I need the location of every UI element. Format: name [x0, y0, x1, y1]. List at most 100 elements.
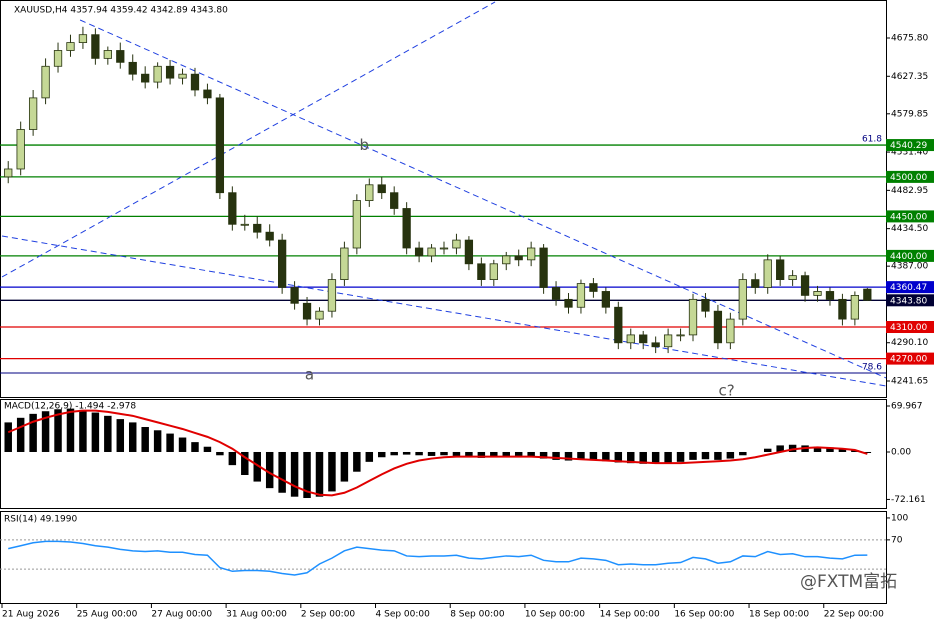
level-tag — [886, 294, 934, 307]
candle-body — [41, 65, 50, 99]
candle-body — [663, 334, 673, 348]
x-tick-label: 2 Sep 00:00 — [301, 610, 356, 620]
level-tag — [886, 139, 934, 152]
level-tag — [886, 321, 934, 334]
candle-body — [352, 200, 361, 249]
macd-bar — [54, 409, 62, 452]
macd-bar — [664, 451, 672, 464]
y-tick-label: 100 — [891, 513, 908, 523]
candle-body — [203, 89, 212, 99]
macd-bar — [378, 451, 386, 458]
macd-bar — [16, 417, 25, 452]
candle-body — [551, 287, 561, 300]
candle-body — [78, 34, 88, 43]
level-tag — [886, 249, 934, 262]
x-tick-label: 10 Sep 00:00 — [525, 610, 585, 620]
candle-body — [651, 342, 660, 348]
candle-body — [365, 184, 374, 201]
candle-body — [327, 279, 337, 312]
macd-bar — [490, 451, 498, 458]
candle-body — [290, 287, 299, 304]
candle-body — [315, 310, 324, 320]
candle-body — [688, 298, 698, 336]
candle-body — [676, 334, 685, 337]
macd-bar — [4, 422, 12, 452]
candle-body — [626, 334, 635, 344]
macd-bar — [514, 451, 523, 456]
macd-bar — [104, 415, 112, 452]
candle-body — [153, 65, 162, 83]
candle-body — [614, 306, 623, 344]
macd-bar — [813, 446, 822, 452]
macd-bar — [66, 408, 75, 452]
macd-bar — [440, 451, 448, 456]
y-tick-label: 4531.40 — [891, 148, 928, 158]
candle-body — [278, 239, 287, 288]
candle-body — [477, 263, 486, 280]
y-tick-label: 4482.95 — [891, 186, 928, 196]
candle-body — [726, 318, 735, 344]
macd-bar — [589, 451, 598, 461]
macd-bar — [353, 451, 361, 472]
macd-bar — [365, 451, 374, 462]
y-tick-label: 4290.10 — [891, 338, 928, 348]
candle-body — [527, 247, 536, 261]
candle-body — [402, 208, 411, 249]
macd-bar — [577, 451, 585, 460]
wave-label: a — [305, 366, 314, 384]
candle-body — [713, 310, 723, 344]
candle-body — [751, 279, 760, 288]
macd-bar — [178, 437, 187, 452]
chart-title: XAUUSD,H4 4357.94 4359.42 4342.89 4343.8… — [14, 6, 228, 16]
macd-bar — [714, 451, 722, 460]
candle-body — [800, 275, 810, 296]
macd-bar — [253, 451, 261, 482]
candle-body — [4, 168, 13, 178]
macd-bar — [564, 451, 573, 461]
macd-bar — [290, 451, 299, 497]
candle-body — [390, 192, 399, 209]
x-tick-label: 16 Sep 00:00 — [674, 610, 734, 620]
candle-body — [128, 61, 137, 75]
macd-bar — [328, 451, 336, 492]
x-tick-label: 8 Sep 00:00 — [450, 610, 505, 620]
y-tick-label: 70 — [891, 535, 903, 545]
candle-body — [502, 255, 511, 265]
macd-bar — [527, 451, 535, 458]
candle-body — [340, 247, 349, 280]
candle-body — [28, 97, 38, 130]
candle-body — [850, 294, 860, 320]
fib-label: 61.8 — [862, 135, 882, 145]
y-tick-label: 4675.80 — [891, 34, 928, 44]
candle-body — [228, 192, 237, 225]
macd-bar — [776, 445, 784, 452]
macd-bar — [278, 451, 286, 493]
candle-body — [165, 65, 175, 79]
candle-body — [240, 223, 249, 226]
macd-bar — [739, 451, 747, 456]
y-tick-label: 4627.35 — [891, 72, 928, 82]
candle-body — [539, 247, 548, 288]
candle-body — [302, 302, 312, 320]
candle-body — [414, 247, 424, 257]
candle-body — [576, 283, 586, 308]
macd-bar — [639, 451, 647, 464]
candle-body — [190, 73, 200, 91]
y-tick-label: 4387.00 — [891, 262, 928, 272]
macd-bar — [153, 430, 162, 452]
candle-body — [489, 263, 498, 280]
level-label: 4450.00 — [890, 212, 927, 222]
macd-bar — [141, 427, 149, 452]
candle-body — [514, 255, 523, 261]
macd-bar — [627, 451, 635, 464]
macd-bar — [465, 451, 473, 458]
macd-signal — [7, 409, 868, 497]
candle-body — [178, 73, 187, 79]
candle-body — [91, 34, 100, 59]
macd-bar — [826, 447, 834, 452]
macd-bar — [203, 446, 212, 452]
macd-bar — [689, 451, 697, 460]
